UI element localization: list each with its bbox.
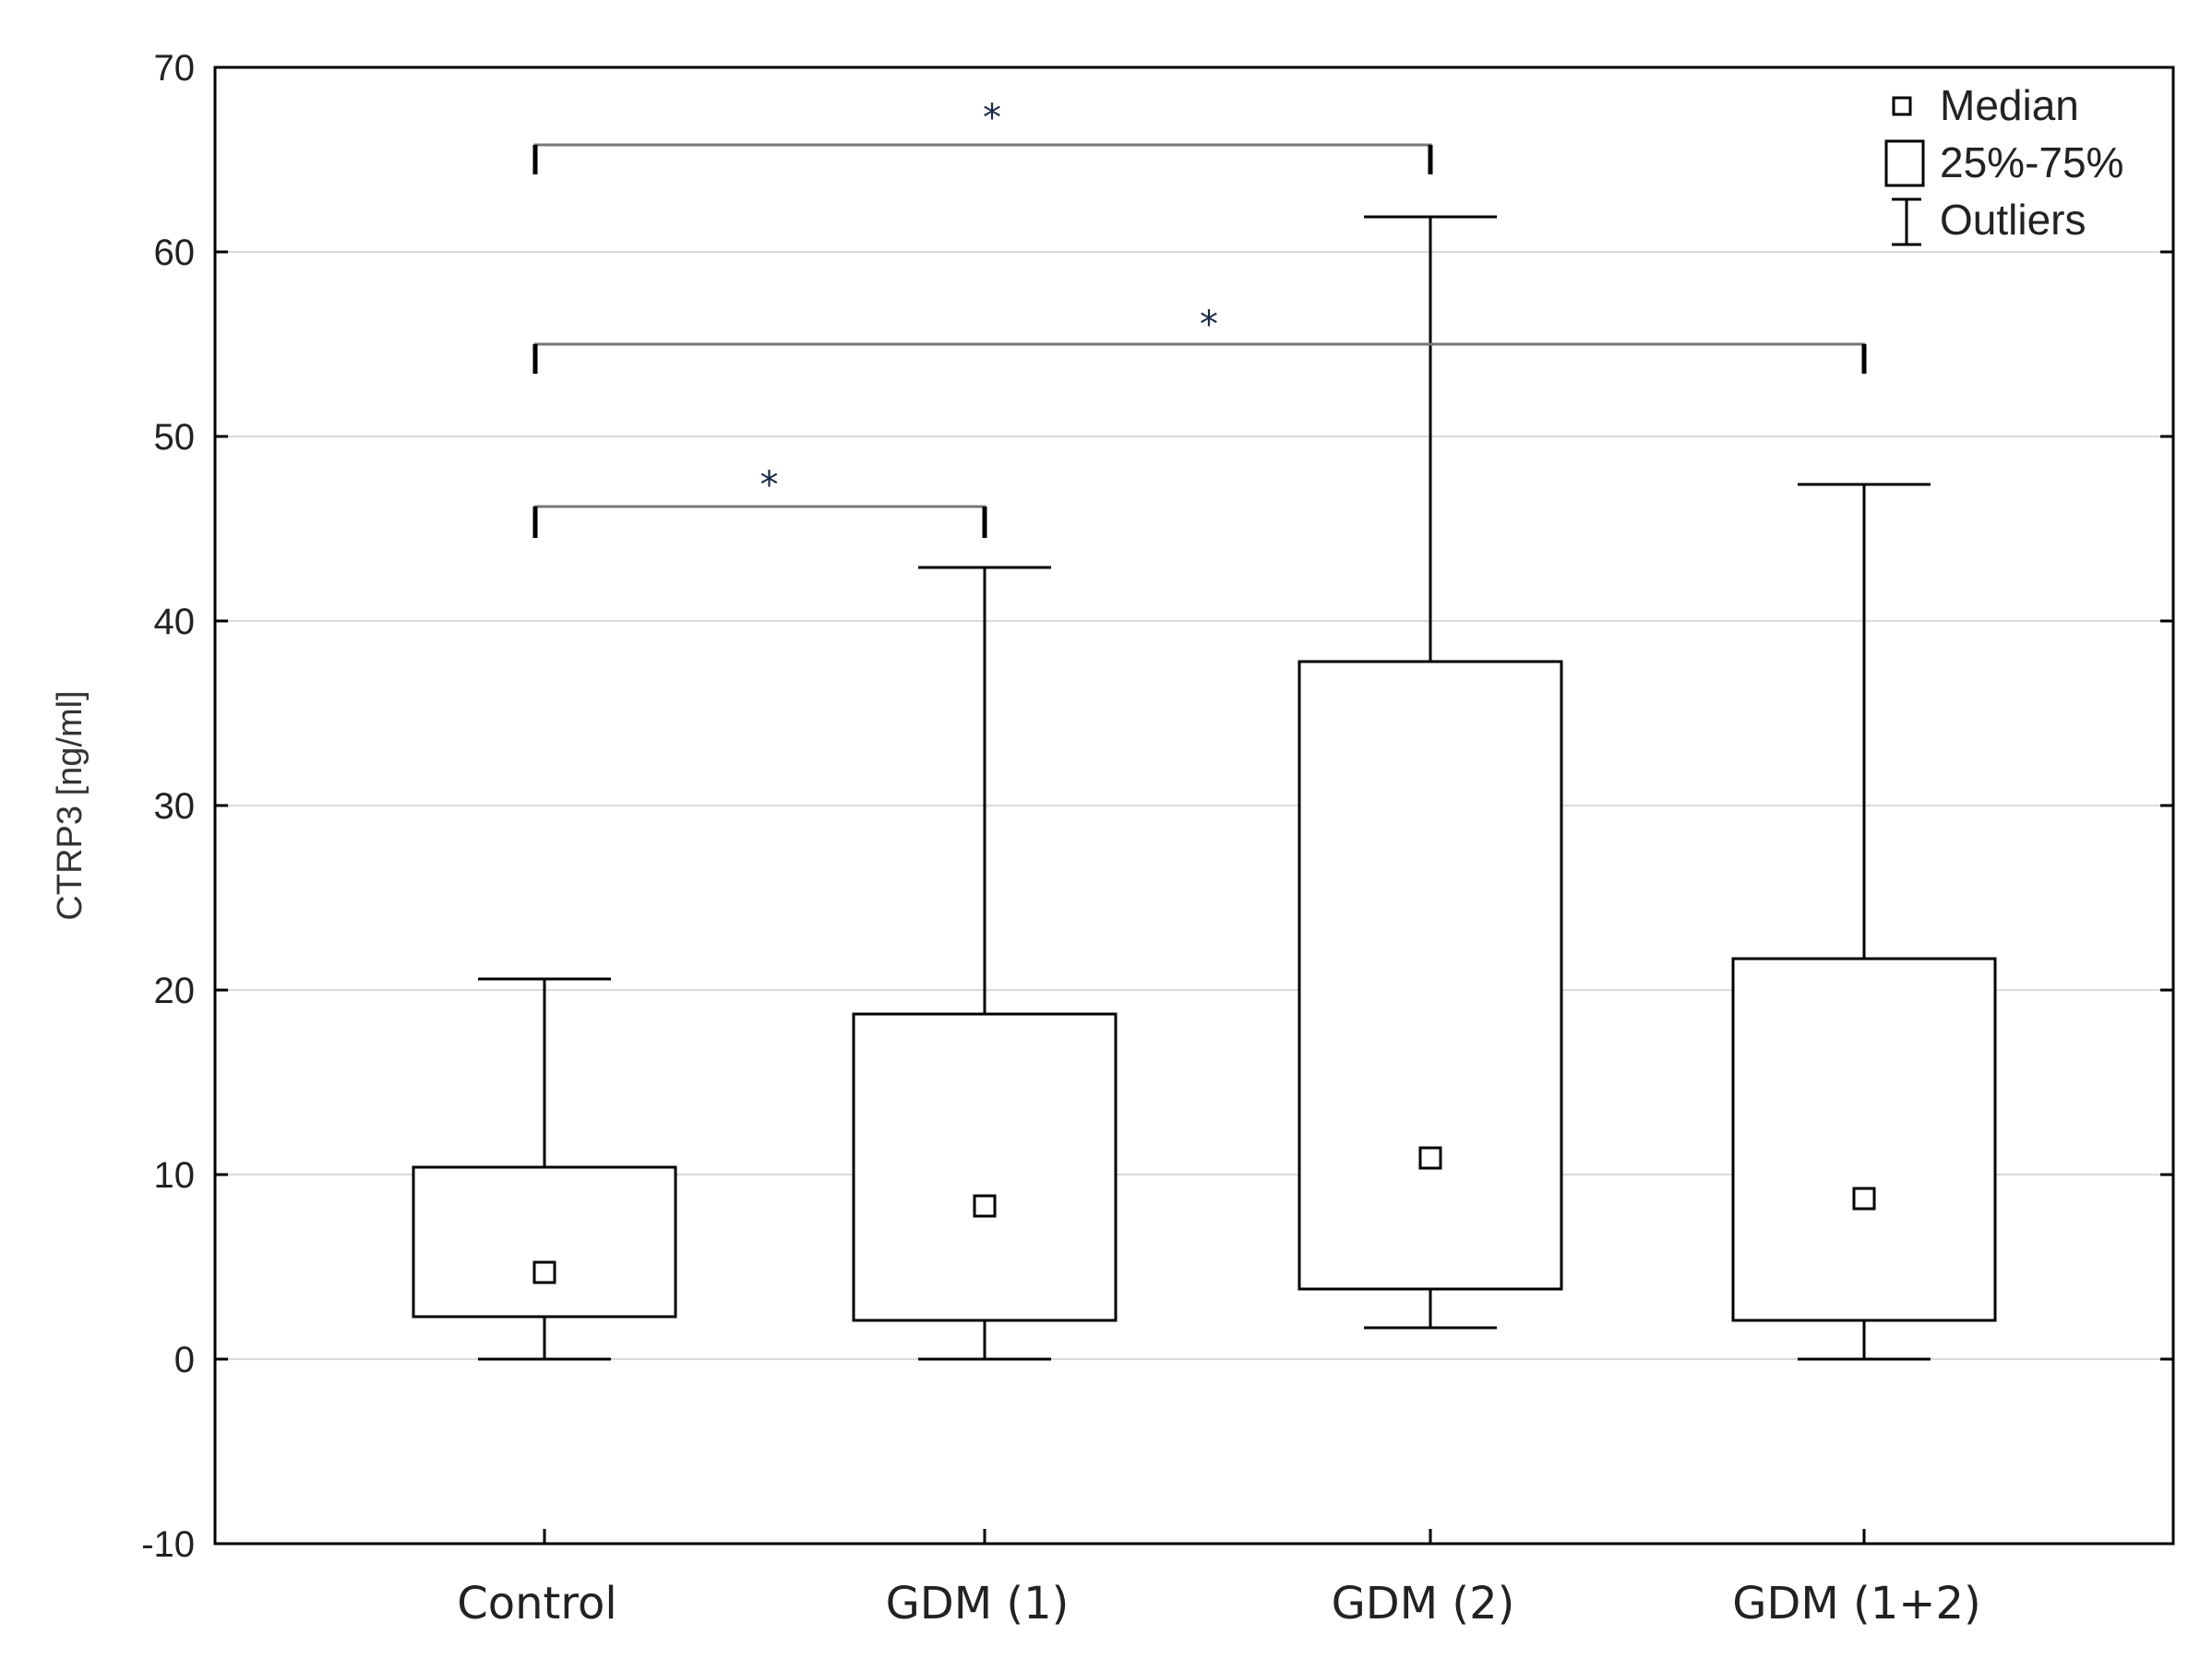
box-group [1731,483,1997,1361]
iqr-box [412,1165,677,1319]
box-group [412,977,677,1361]
y-tick-label: 40 [154,602,196,642]
bracket-line [533,342,1866,374]
median-marker [1418,1146,1442,1170]
y-tick-label: -10 [141,1524,195,1565]
significance-brackets: * * * [532,97,1867,538]
significance-star: * [760,464,779,507]
y-tick-label: 30 [154,786,196,827]
legend-whisker-symbol [1892,197,1921,246]
x-category-label: Control [457,1578,617,1629]
box-group [1297,215,1563,1330]
legend: Median 25%-75% Outliers [1884,81,2123,246]
significance-star: * [983,97,1001,139]
y-tick-label: 10 [154,1155,196,1196]
y-tick-label: 50 [154,417,196,458]
significance-bracket: * [532,464,987,538]
y-tick-label: 70 [154,48,196,89]
y-tick-label: 0 [174,1340,195,1380]
iqr-box [852,1012,1118,1322]
y-tick-label: 60 [154,233,196,273]
legend-outliers-label: Outliers [1940,196,2086,244]
iqr-box [1297,660,1563,1291]
legend-median-label: Median [1940,81,2079,129]
legend-median-symbol [1892,96,1912,116]
iqr-box [1731,957,1997,1322]
y-axis-title: CTRP3 [ng/ml] [51,690,90,920]
significance-star: * [1200,304,1218,346]
y-axis-ticks: -10 0 10 20 30 40 50 60 70 [141,48,2173,1565]
bracket-line [533,143,1432,174]
median-marker [973,1194,997,1218]
box-group [852,566,1118,1361]
box-series [412,215,1997,1361]
significance-bracket: * [532,304,1867,374]
x-category-label: GDM (1+2) [1732,1578,1981,1629]
plot-area-frame [213,66,2175,1546]
median-marker [1852,1187,1876,1211]
y-tick-label: 20 [154,971,196,1011]
x-category-label: GDM (1) [886,1578,1070,1629]
legend-box-label: 25%-75% [1940,138,2123,186]
x-axis-categories: Control GDM (1) GDM (2) GDM (1+2) [457,1529,1981,1629]
legend-box-symbol [1884,139,1925,187]
median-marker [532,1260,556,1284]
bracket-line [533,505,986,538]
x-category-label: GDM (2) [1332,1578,1515,1629]
significance-bracket: * [532,97,1433,174]
